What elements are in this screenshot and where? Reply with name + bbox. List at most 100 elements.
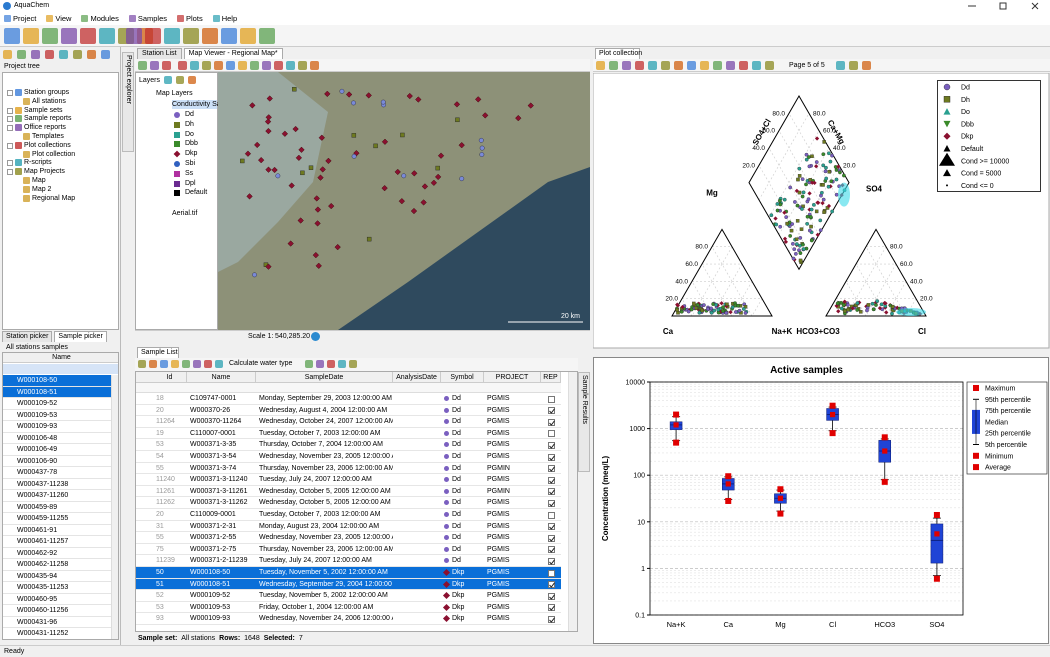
toolbar-button[interactable] — [182, 360, 190, 368]
tree-item[interactable]: R-scripts — [24, 159, 52, 167]
list-row[interactable]: W000106-49 — [3, 444, 118, 456]
toolbar-button[interactable] — [171, 360, 179, 368]
list-row[interactable]: W000109-93 — [3, 421, 118, 433]
list-row[interactable]: W000437-11260 — [3, 490, 118, 502]
rep-checkbox[interactable] — [548, 557, 555, 565]
toolbar-button[interactable] — [226, 61, 235, 70]
rep-checkbox[interactable] — [548, 407, 555, 415]
tab[interactable]: Map Viewer - Regional Map* — [183, 48, 283, 59]
table-row[interactable]: 53 W000109-53 Friday, October 1, 2004 12:0… — [136, 602, 561, 614]
rep-checkbox[interactable] — [548, 511, 555, 519]
toolbar-button[interactable] — [202, 61, 211, 70]
rep-checkbox[interactable] — [548, 465, 555, 473]
toolbar-button[interactable] — [765, 61, 774, 70]
list-row[interactable]: W000461-91 — [3, 525, 118, 536]
table-row[interactable]: 11262 W000371-3-11262 Wednesday, October 5… — [136, 497, 561, 509]
rep-checkbox[interactable] — [548, 615, 555, 623]
list-row[interactable]: W000106-90 — [3, 456, 118, 467]
list-row[interactable]: W000431-96 — [3, 617, 118, 628]
tree-expander[interactable] — [7, 169, 13, 176]
toolbar-button[interactable] — [3, 50, 12, 59]
toolbar-button[interactable] — [164, 76, 172, 84]
list-row[interactable]: W000435-94 — [3, 571, 118, 582]
rep-checkbox[interactable] — [548, 534, 555, 542]
toolbar-button[interactable] — [238, 61, 247, 70]
rep-checkbox[interactable] — [548, 523, 555, 531]
table-row[interactable]: 75 W000371-2-75 Thursday, November 23, 200… — [136, 544, 561, 556]
toolbar-button[interactable] — [183, 28, 199, 44]
tree-item[interactable]: Office reports — [24, 124, 66, 132]
table-row[interactable]: 11264 W000370-11264 Wednesday, October 24,… — [136, 416, 561, 428]
list-row[interactable]: W000431-11252 — [3, 628, 118, 639]
table-row[interactable]: 55 W000371-2-55 Wednesday, November 23, 20… — [136, 532, 561, 544]
tree-expander[interactable] — [7, 142, 13, 149]
toolbar-button[interactable] — [298, 61, 307, 70]
vertical-tab[interactable]: Project explorer — [122, 52, 134, 152]
rep-checkbox[interactable] — [548, 430, 555, 438]
tree-item[interactable]: Regional Map — [32, 194, 76, 202]
table-row[interactable]: 18 C109747-0001 Monday, September 29, 2003… — [136, 393, 561, 405]
layer[interactable]: Conductivity Sam — [172, 100, 227, 109]
toolbar-button[interactable] — [274, 61, 283, 70]
layer[interactable]: Aerial.tif — [172, 210, 198, 217]
toolbar-button[interactable] — [635, 61, 644, 70]
list-row[interactable]: W000437-11238 — [3, 479, 118, 490]
toolbar-button[interactable] — [214, 61, 223, 70]
toolbar-button[interactable] — [250, 61, 259, 70]
tree-item[interactable]: Sample sets — [24, 106, 63, 114]
toolbar-button[interactable] — [4, 28, 20, 44]
toolbar-button[interactable] — [150, 61, 159, 70]
toolbar-button[interactable] — [164, 28, 180, 44]
toolbar-button[interactable] — [188, 76, 196, 84]
table-row[interactable]: 53 W000371-3-35 Thursday, October 7, 2004 … — [136, 439, 561, 451]
toolbar-button[interactable] — [204, 360, 212, 368]
column-header[interactable]: SampleDate — [256, 372, 393, 383]
toolbar-button[interactable] — [836, 61, 845, 70]
table-row[interactable]: 55 W000371-3-74 Thursday, November 23, 200… — [136, 463, 561, 475]
table-row[interactable]: 51 W000108-51 Wednesday, September 29, 200… — [136, 578, 561, 591]
tab[interactable]: Sample picker — [54, 331, 107, 342]
column-header[interactable]: AnalysisDate — [393, 372, 441, 383]
menu-item[interactable]: Modules — [81, 14, 119, 23]
column-header[interactable]: REP — [541, 372, 561, 383]
list-row[interactable]: W000109-52 — [3, 398, 118, 410]
tree-expander[interactable] — [7, 125, 13, 132]
menu-item[interactable]: Project — [4, 14, 36, 23]
toolbar-button[interactable] — [162, 61, 171, 70]
tree-expander[interactable] — [7, 160, 13, 167]
tab[interactable]: Station List — [137, 48, 182, 59]
toolbar-button[interactable] — [80, 28, 96, 44]
toolbar-button[interactable] — [262, 61, 271, 70]
tree-item[interactable]: Templates — [32, 133, 64, 140]
list-row[interactable]: W000462-11258 — [3, 559, 118, 571]
column-header[interactable]: Id — [153, 372, 187, 383]
toolbar-button[interactable] — [138, 360, 146, 368]
rep-checkbox[interactable] — [548, 546, 555, 554]
tree-item[interactable]: Plot collections — [24, 141, 71, 149]
toolbar-button[interactable] — [202, 28, 218, 44]
toolbar-button[interactable] — [648, 61, 657, 70]
toolbar-button[interactable] — [739, 61, 748, 70]
tree-expander[interactable] — [7, 90, 13, 96]
tree-item[interactable]: Map Projects — [24, 168, 65, 176]
column-header[interactable]: PROJECT — [484, 372, 541, 383]
toolbar-button[interactable] — [221, 28, 237, 44]
rep-checkbox[interactable] — [548, 453, 555, 461]
list-row[interactable]: W000459-89 — [3, 502, 118, 513]
toolbar-button[interactable] — [862, 61, 871, 70]
list-row[interactable]: W000108-50 — [3, 375, 118, 387]
toolbar-button[interactable] — [349, 360, 357, 368]
list-row[interactable]: W000460-95 — [3, 594, 118, 605]
rep-checkbox[interactable] — [548, 476, 555, 484]
menu-item[interactable]: View — [46, 14, 71, 23]
rep-checkbox[interactable] — [548, 581, 555, 589]
toolbar-button[interactable] — [126, 28, 142, 44]
rep-checkbox[interactable] — [548, 418, 555, 426]
table-row[interactable]: 54 W000371-3-54 Wednesday, November 23, 20… — [136, 451, 561, 463]
toolbar-button[interactable] — [61, 28, 77, 44]
toolbar-button[interactable] — [215, 360, 223, 368]
rep-checkbox[interactable] — [548, 569, 555, 577]
toolbar-button[interactable] — [73, 50, 82, 59]
toolbar-button[interactable] — [700, 61, 709, 70]
toolbar-button[interactable] — [849, 61, 858, 70]
